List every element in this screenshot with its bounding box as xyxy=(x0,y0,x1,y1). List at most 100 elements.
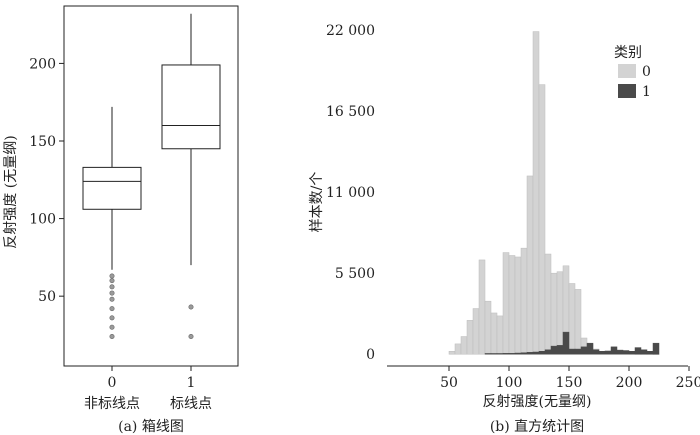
histogram-bar xyxy=(568,348,576,355)
histogram-series-1 xyxy=(484,331,660,355)
histogram-x-tick-label: 250 xyxy=(676,375,700,391)
histogram-bar xyxy=(472,308,480,355)
histogram-bar xyxy=(538,351,546,355)
boxplot-x-tick-label: 0 xyxy=(108,375,117,391)
histogram-bar xyxy=(544,349,552,355)
boxplot-y-axis-label: 反射强度 (无量纲) xyxy=(3,135,19,248)
histogram-bar xyxy=(478,259,486,355)
histogram-bar xyxy=(514,256,522,355)
boxplot-y-tick-label: 50 xyxy=(38,289,56,305)
histogram-bar xyxy=(562,331,570,355)
histogram-bar xyxy=(526,352,534,355)
box-outlier xyxy=(109,296,115,302)
box-iqr xyxy=(82,166,142,210)
histogram-bar xyxy=(568,283,576,355)
histogram-bar xyxy=(598,351,606,355)
box-outlier xyxy=(109,334,115,340)
histogram-series-0 xyxy=(448,31,660,355)
box-outlier xyxy=(109,306,115,312)
histogram-x-tick-label: 200 xyxy=(616,375,643,391)
histogram-bar xyxy=(592,349,600,355)
histogram-bar xyxy=(490,312,498,355)
histogram-bar xyxy=(484,300,492,355)
histogram-bar xyxy=(556,271,564,355)
histogram-bar xyxy=(454,343,462,355)
histogram-bar xyxy=(550,345,558,355)
histogram-bar xyxy=(520,247,528,355)
box-outlier xyxy=(188,334,194,340)
boxplot-caption: (a) 箱线图 xyxy=(118,419,184,435)
box-outlier xyxy=(109,273,115,279)
legend-label-1: 1 xyxy=(642,84,651,100)
histogram-bar xyxy=(514,352,522,355)
histogram-x-tick-label: 150 xyxy=(556,375,583,391)
histogram-bar xyxy=(502,353,510,355)
histogram-bar xyxy=(544,253,552,355)
box-outlier xyxy=(109,315,115,321)
box-outlier xyxy=(109,284,115,290)
box-group-0 xyxy=(82,106,142,340)
histogram-bar xyxy=(550,272,558,355)
histogram-bar xyxy=(622,350,630,355)
boxplot-category-label: 非标线点 xyxy=(84,396,140,412)
box-iqr xyxy=(161,64,221,150)
histogram-y-tick-label: 0 xyxy=(366,347,375,363)
box-outlier xyxy=(109,278,115,284)
histogram-bar xyxy=(496,315,504,355)
histogram-legend: 类别 0 1 xyxy=(614,45,651,100)
histogram-bar xyxy=(610,346,618,355)
histogram-bar xyxy=(574,289,582,355)
histogram-bar xyxy=(586,342,594,355)
histogram-y-tick-label: 5 500 xyxy=(335,266,375,282)
box-outlier xyxy=(109,324,115,330)
box-outlier xyxy=(188,304,194,310)
histogram-bar xyxy=(616,349,624,355)
boxplot-frame xyxy=(63,5,239,367)
box-group-1 xyxy=(161,13,221,340)
histogram-bar xyxy=(652,342,660,355)
histogram-x-tick-label: 50 xyxy=(440,375,458,391)
histogram-bar xyxy=(496,353,504,355)
boxplot-panel: 50 100 150 200 0 非标线点 1 标线点 反射强度 (无量纲) (a) 箱线图 xyxy=(3,5,239,435)
boxplot-category-label: 标线点 xyxy=(170,396,212,412)
histogram-bar xyxy=(508,353,516,355)
histogram-bar xyxy=(556,345,564,355)
histogram-y-tick-label: 11 000 xyxy=(326,185,375,201)
histogram-bar xyxy=(448,351,456,355)
histogram-bar xyxy=(580,346,588,355)
histogram-bar xyxy=(532,351,540,355)
legend-swatch-0 xyxy=(618,64,636,78)
boxplot-x-tick-label: 1 xyxy=(187,375,196,391)
boxplot-y-tick-label: 200 xyxy=(29,56,56,72)
histogram-x-ticks: 50 100 150 200 250 xyxy=(440,366,700,391)
histogram-x-tick-label: 100 xyxy=(496,375,523,391)
histogram-bar xyxy=(538,84,546,355)
boxplot-boxes xyxy=(82,13,221,340)
histogram-caption: (b) 直方统计图 xyxy=(490,418,584,435)
box-outlier xyxy=(109,290,115,296)
boxplot-y-ticks: 50 100 150 200 xyxy=(29,56,64,305)
boxplot-y-tick-label: 100 xyxy=(29,212,56,228)
histogram-y-tick-label: 22 000 xyxy=(326,23,375,39)
histogram-bar xyxy=(520,352,528,355)
legend-title: 类别 xyxy=(614,45,642,61)
histogram-bar xyxy=(466,320,474,355)
histogram-bar xyxy=(490,353,498,355)
boxplot-x-labels: 0 非标线点 1 标线点 xyxy=(84,366,212,412)
histogram-y-tick-label: 16 500 xyxy=(326,104,375,120)
histogram-bar xyxy=(508,255,516,355)
histogram-y-ticks: 0 5 500 11 000 16 500 22 000 xyxy=(326,23,375,363)
histogram-bar xyxy=(604,350,612,355)
histogram-bar xyxy=(574,348,582,355)
histogram-bar xyxy=(526,175,534,355)
histogram-y-axis-label: 样本数/个 xyxy=(309,172,325,233)
histogram-bar xyxy=(502,252,510,355)
histogram-bar xyxy=(628,351,636,355)
histogram-bar xyxy=(640,349,648,355)
histogram-bar xyxy=(532,31,540,355)
histogram-bar xyxy=(634,347,642,355)
histogram-x-axis-label: 反射强度(无量纲) xyxy=(483,394,592,410)
legend-label-0: 0 xyxy=(642,64,651,80)
